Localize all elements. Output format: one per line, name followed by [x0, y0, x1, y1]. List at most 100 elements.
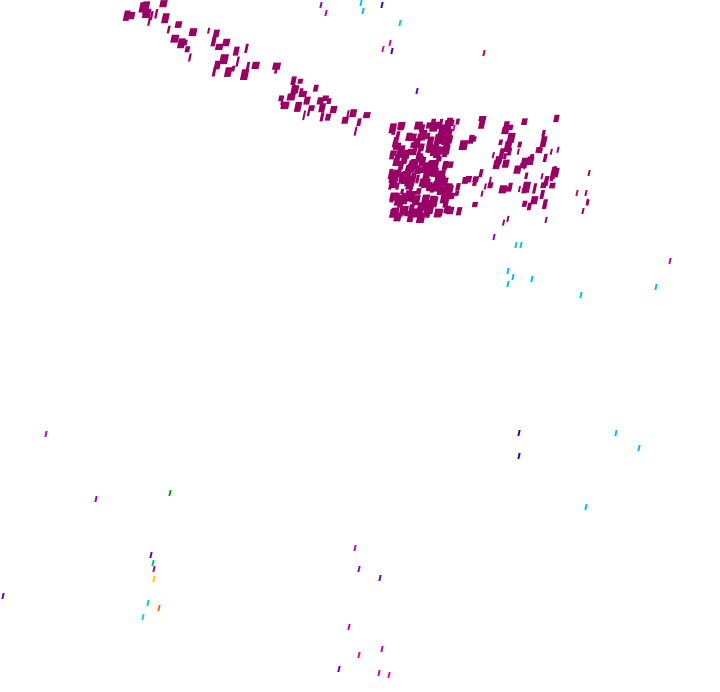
band-point: [286, 93, 296, 101]
cluster-point: [543, 176, 550, 186]
cluster-point: [524, 172, 529, 179]
band-point: [218, 54, 230, 65]
cluster-point: [458, 140, 469, 150]
cluster-point: [420, 162, 426, 173]
cluster-point: [530, 196, 539, 205]
band-point: [235, 56, 240, 67]
cluster-point: [388, 180, 394, 190]
cluster-point: [492, 160, 501, 170]
cluster-point: [501, 159, 510, 168]
scatter-point: [152, 576, 156, 582]
cluster-point: [480, 190, 484, 197]
scatter-point: [506, 281, 510, 287]
cluster-point: [392, 142, 402, 150]
cluster-point: [431, 159, 440, 171]
band-point: [170, 34, 180, 43]
band-point: [293, 101, 303, 112]
cluster-point: [517, 141, 523, 148]
cluster-point: [454, 190, 460, 196]
cluster-point: [520, 118, 528, 126]
scatter-point: [519, 242, 523, 248]
scatter-point: [319, 2, 323, 8]
cluster-point: [521, 187, 528, 194]
cluster-point: [523, 163, 527, 170]
band-point: [212, 29, 221, 37]
cluster-point: [423, 162, 433, 173]
band-point: [122, 10, 131, 21]
cluster-point: [537, 147, 544, 154]
scatter-point: [387, 672, 391, 678]
cluster-point: [495, 156, 503, 162]
scatter-point: [337, 666, 341, 672]
cluster-point: [437, 134, 446, 144]
cluster-point: [411, 210, 420, 218]
cluster-point: [501, 127, 510, 135]
scatter-point: [378, 575, 382, 581]
cluster-point: [544, 216, 548, 223]
cluster-point: [541, 199, 549, 209]
cluster-point: [398, 171, 408, 182]
band-point: [324, 113, 332, 121]
cluster-point: [529, 154, 535, 161]
cluster-point: [549, 171, 556, 182]
cluster-point: [556, 146, 560, 153]
cluster-point: [415, 174, 421, 184]
scatter-point: [353, 545, 357, 551]
cluster-point: [428, 196, 436, 207]
cluster-point: [398, 207, 405, 217]
cluster-point: [503, 121, 510, 128]
cluster-point: [404, 190, 411, 199]
band-point: [316, 97, 325, 105]
scatter-point: [398, 20, 402, 26]
band-point: [298, 88, 304, 96]
cluster-point: [425, 182, 433, 190]
cluster-point: [471, 180, 478, 186]
cluster-point: [455, 207, 463, 216]
scatter-point: [347, 624, 351, 630]
cluster-point: [433, 124, 439, 132]
cluster-point: [411, 144, 419, 156]
cluster-point: [539, 136, 548, 148]
band-point: [303, 96, 311, 105]
scatter-point: [380, 646, 384, 652]
band-point: [356, 118, 362, 127]
cluster-point: [491, 152, 495, 159]
cluster-point: [437, 186, 443, 192]
cluster-point: [408, 182, 414, 192]
scatter-point: [381, 46, 385, 52]
cluster-point: [422, 194, 431, 203]
scatter-point: [415, 88, 419, 94]
cluster-point: [502, 153, 508, 160]
band-point: [231, 65, 236, 72]
scatter-point: [149, 552, 153, 558]
scatter-point: [668, 258, 672, 264]
cluster-point: [455, 118, 461, 125]
band-point: [244, 43, 249, 53]
scatter-point: [517, 430, 521, 436]
band-point: [307, 105, 316, 111]
cluster-point: [553, 114, 560, 123]
scatter-point: [530, 276, 534, 282]
band-point: [239, 69, 250, 80]
scatter-point: [390, 48, 394, 54]
cluster-point: [445, 206, 455, 215]
cluster-point: [447, 119, 455, 127]
band-point: [302, 110, 307, 121]
cluster-point: [526, 202, 533, 211]
cluster-point: [581, 208, 585, 214]
cluster-point: [487, 182, 494, 189]
band-point: [141, 1, 151, 13]
cluster-point: [389, 150, 398, 156]
band-point: [353, 126, 358, 136]
band-point: [206, 27, 211, 34]
band-point: [232, 46, 240, 56]
cluster-point: [405, 132, 413, 141]
cluster-point: [417, 143, 425, 152]
cluster-point: [388, 123, 398, 134]
band-point: [312, 84, 319, 92]
cluster-point: [587, 170, 591, 176]
band-point: [166, 25, 171, 34]
cluster-point: [387, 168, 394, 180]
cluster-point: [422, 170, 431, 179]
